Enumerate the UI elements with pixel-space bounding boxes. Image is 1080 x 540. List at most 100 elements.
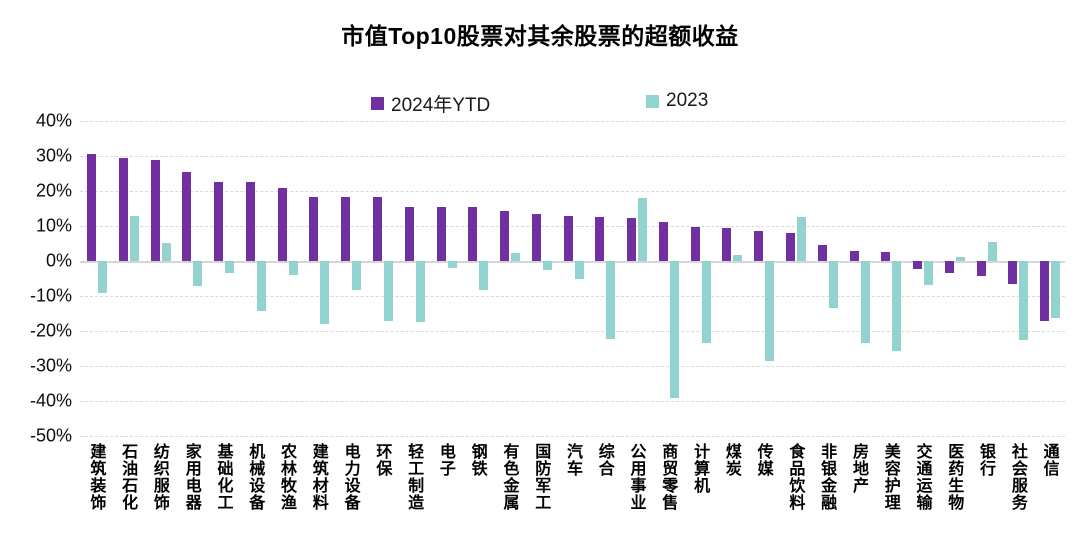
bar-2024ytd-通信 bbox=[1040, 261, 1050, 321]
bar-2023-石油石化 bbox=[129, 215, 139, 261]
bar-2023-有色金属 bbox=[511, 252, 521, 261]
bar-2023-食品饮料 bbox=[797, 216, 807, 261]
bar-2023-纺织服饰 bbox=[161, 243, 171, 261]
bar-2023-环保 bbox=[383, 261, 393, 322]
x-tick-label-text: 医药生物 bbox=[945, 443, 963, 511]
bar-2023-基础化工 bbox=[225, 261, 235, 273]
zero-gridline bbox=[80, 261, 1065, 263]
bar-2024ytd-基础化工 bbox=[214, 181, 224, 261]
legend-item-2024ytd: 2024年YTD bbox=[371, 90, 490, 117]
bar-2024ytd-商贸零售 bbox=[658, 222, 668, 261]
x-tick-label-环保: 环保 bbox=[366, 443, 398, 477]
x-tick-label-text: 汽车 bbox=[563, 443, 581, 477]
x-tick-label-text: 电子 bbox=[436, 443, 454, 477]
x-tick-label-text: 通信 bbox=[1040, 443, 1058, 477]
bar-2024ytd-综合 bbox=[595, 216, 605, 261]
x-tick-label-商贸零售: 商贸零售 bbox=[652, 443, 684, 511]
x-tick-label-医药生物: 医药生物 bbox=[938, 443, 970, 511]
x-tick-label-text: 非银金融 bbox=[818, 443, 836, 511]
bar-2023-房地产 bbox=[860, 261, 870, 343]
bar-2023-钢铁 bbox=[479, 261, 489, 291]
gridline--30 bbox=[80, 366, 1065, 367]
x-tick-label-text: 机械设备 bbox=[246, 443, 264, 511]
y-tick-label: 20% bbox=[35, 180, 72, 201]
bar-2023-综合 bbox=[606, 261, 616, 340]
x-tick-label-美容护理: 美容护理 bbox=[874, 443, 906, 511]
x-tick-label-text: 建筑装饰 bbox=[87, 443, 105, 511]
bar-2024ytd-机械设备 bbox=[245, 182, 255, 261]
x-tick-label-传媒: 传媒 bbox=[747, 443, 779, 477]
x-tick-label-国防军工: 国防军工 bbox=[525, 443, 557, 511]
x-tick-label-煤炭: 煤炭 bbox=[715, 443, 747, 477]
x-tick-label-text: 环保 bbox=[373, 443, 391, 477]
x-tick-label-text: 家用电器 bbox=[182, 443, 200, 511]
legend-label-2023: 2023 bbox=[666, 90, 709, 111]
bar-2023-社会服务 bbox=[1019, 261, 1029, 341]
x-tick-label-text: 石油石化 bbox=[119, 443, 137, 511]
x-tick-label-农林牧渔: 农林牧渔 bbox=[271, 443, 303, 511]
x-tick-label-基础化工: 基础化工 bbox=[207, 443, 239, 511]
y-axis-labels: 40% 30% 20% 10% 0% -10% -20% -30% -40% -50% bbox=[0, 111, 72, 446]
bar-2024ytd-公用事业 bbox=[627, 218, 637, 261]
bar-2024ytd-房地产 bbox=[849, 250, 859, 261]
x-tick-label-text: 美容护理 bbox=[881, 443, 899, 511]
x-tick-label-text: 农林牧渔 bbox=[278, 443, 296, 511]
bar-2024ytd-汽车 bbox=[563, 215, 573, 261]
x-tick-label-交通运输: 交通运输 bbox=[906, 443, 938, 511]
x-tick-label-text: 食品饮料 bbox=[786, 443, 804, 511]
x-tick-label-text: 钢铁 bbox=[468, 443, 486, 477]
chart-title: 市值Top10股票对其余股票的超额收益 bbox=[341, 23, 739, 49]
x-tick-label-text: 社会服务 bbox=[1008, 443, 1026, 511]
x-tick-label-钢铁: 钢铁 bbox=[461, 443, 493, 477]
bar-2023-建筑装饰 bbox=[98, 261, 107, 293]
bar-2024ytd-有色金属 bbox=[500, 211, 510, 261]
gridline-20 bbox=[80, 191, 1065, 192]
x-tick-label-银行: 银行 bbox=[970, 443, 1002, 477]
bar-2023-商贸零售 bbox=[669, 261, 679, 398]
bar-2023-计算机 bbox=[701, 261, 711, 343]
x-tick-label-计算机: 计算机 bbox=[684, 443, 716, 494]
x-tick-label-text: 建筑材料 bbox=[309, 443, 327, 511]
x-tick-label-text: 煤炭 bbox=[722, 443, 740, 477]
gridline--20 bbox=[80, 331, 1065, 332]
gridline--40 bbox=[80, 401, 1065, 402]
x-tick-label-text: 计算机 bbox=[691, 443, 709, 494]
y-tick-label: -50% bbox=[29, 425, 72, 446]
x-tick-label-轻工制造: 轻工制造 bbox=[398, 443, 430, 511]
bar-2023-建筑材料 bbox=[320, 261, 330, 325]
bar-2024ytd-美容护理 bbox=[881, 251, 891, 261]
x-tick-label-有色金属: 有色金属 bbox=[493, 443, 525, 511]
bar-2024ytd-计算机 bbox=[690, 227, 700, 261]
y-tick-label: 0% bbox=[45, 250, 72, 271]
x-tick-label-text: 轻工制造 bbox=[405, 443, 423, 511]
bar-2023-传媒 bbox=[765, 261, 775, 362]
x-tick-label-公用事业: 公用事业 bbox=[620, 443, 652, 511]
legend-item-2023: 2023 bbox=[646, 90, 708, 112]
bar-2023-交通运输 bbox=[924, 261, 934, 286]
bar-2024ytd-食品饮料 bbox=[786, 232, 796, 261]
bar-2023-电子 bbox=[447, 261, 457, 268]
gridline-30 bbox=[80, 156, 1065, 157]
x-tick-label-text: 基础化工 bbox=[214, 443, 232, 511]
y-tick-label: 40% bbox=[35, 110, 72, 131]
bar-2024ytd-国防军工 bbox=[531, 213, 541, 261]
gridline-40 bbox=[80, 121, 1065, 122]
x-tick-label-建筑材料: 建筑材料 bbox=[302, 443, 334, 511]
bar-2024ytd-煤炭 bbox=[722, 228, 732, 261]
bar-2024ytd-家用电器 bbox=[182, 172, 192, 261]
bar-2024ytd-石油石化 bbox=[118, 158, 128, 261]
x-tick-label-text: 综合 bbox=[595, 443, 613, 477]
bar-2024ytd-轻工制造 bbox=[404, 206, 414, 261]
bar-2023-汽车 bbox=[574, 261, 584, 279]
bar-2024ytd-社会服务 bbox=[1008, 261, 1018, 284]
bar-2023-煤炭 bbox=[733, 254, 743, 261]
x-tick-label-机械设备: 机械设备 bbox=[239, 443, 271, 511]
x-tick-label-汽车: 汽车 bbox=[557, 443, 589, 477]
bar-2023-非银金融 bbox=[828, 261, 838, 308]
x-tick-label-text: 纺织服饰 bbox=[150, 443, 168, 511]
legend-swatch-2024ytd bbox=[371, 97, 384, 110]
x-tick-label-text: 有色金属 bbox=[500, 443, 518, 511]
x-tick-label-纺织服饰: 纺织服饰 bbox=[144, 443, 176, 511]
x-tick-label-石油石化: 石油石化 bbox=[112, 443, 144, 511]
